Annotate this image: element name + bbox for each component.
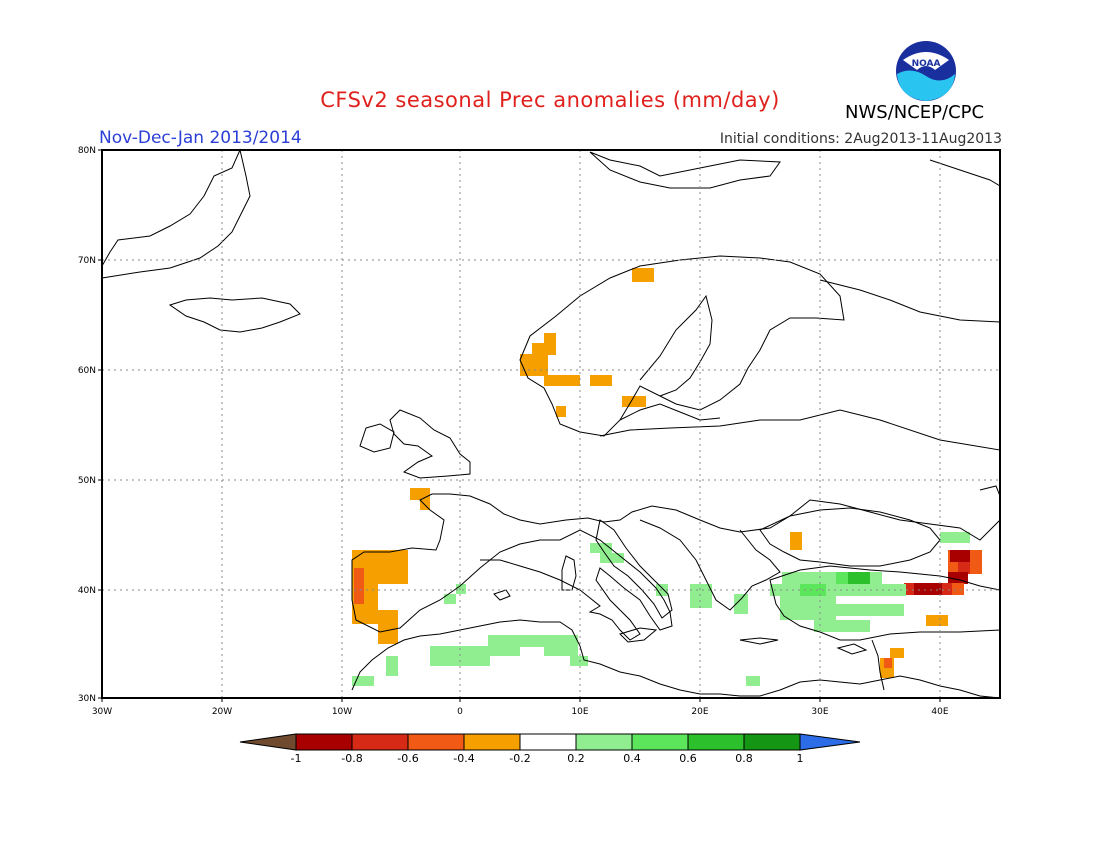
anomaly-cell	[800, 584, 826, 596]
anomaly-cell	[814, 620, 870, 632]
noaa-logo-text: NOAA	[912, 59, 941, 69]
anomaly-cell	[354, 568, 364, 604]
anomaly-cell	[848, 572, 870, 584]
legend-tick-label: -0.6	[397, 752, 418, 765]
initial-conditions: Initial conditions: 2Aug2013-11Aug2013	[719, 131, 1002, 147]
anomaly-cell	[600, 553, 624, 563]
color-legend	[239, 733, 861, 751]
anomaly-cell	[456, 584, 466, 594]
lon-label: 40E	[931, 707, 948, 717]
lat-label: 60N	[78, 366, 96, 376]
anomaly-cell	[790, 532, 802, 550]
agency-name: NWS/NCEP/CPC	[845, 102, 985, 123]
anomaly-cell	[622, 396, 646, 407]
lon-label: 20W	[212, 707, 232, 717]
anomaly-cell	[520, 354, 548, 376]
anomaly-cell	[488, 635, 578, 647]
anomaly-cell	[940, 532, 970, 543]
legend-swatch	[799, 733, 861, 751]
legend-swatch	[407, 733, 465, 751]
map-frame	[101, 149, 1001, 699]
anomaly-cell	[590, 375, 612, 386]
coastlines	[101, 148, 1001, 699]
anomaly-cells	[352, 268, 982, 686]
lon-label: 0	[457, 707, 463, 717]
legend-swatch	[295, 733, 353, 751]
legend-swatch	[519, 733, 577, 751]
anomaly-cell	[884, 658, 892, 668]
anomaly-cell	[952, 583, 964, 595]
anomaly-cell	[352, 676, 374, 686]
lat-label: 30N	[78, 694, 96, 704]
anomaly-cell	[836, 604, 904, 616]
anomaly-cell	[690, 584, 712, 608]
anomaly-cell	[544, 375, 580, 386]
lon-label: 20E	[691, 707, 708, 717]
anomaly-cell	[632, 268, 654, 282]
lon-label: 10E	[571, 707, 588, 717]
lat-label: 80N	[78, 146, 96, 156]
anomaly-cell	[950, 550, 970, 562]
legend-tick-label: -0.4	[453, 752, 474, 765]
lat-label: 50N	[78, 476, 96, 486]
legend-swatch	[351, 733, 409, 751]
anomaly-cell	[770, 584, 906, 596]
legend-swatch	[575, 733, 633, 751]
legend-swatch	[463, 733, 521, 751]
axis-ticks	[98, 149, 941, 702]
anomaly-cell	[556, 406, 566, 417]
anomaly-cell	[378, 610, 398, 644]
anomaly-cell	[958, 562, 970, 574]
lat-label: 70N	[78, 256, 96, 266]
graticule	[102, 150, 1000, 698]
lon-label: 30W	[92, 707, 112, 717]
anomaly-cell	[444, 594, 456, 604]
noaa-logo: NOAA	[896, 41, 956, 101]
map-title: CFSv2 seasonal Prec anomalies (mm/day)	[320, 88, 780, 112]
lon-label: 30E	[811, 707, 828, 717]
lon-label: 10W	[332, 707, 352, 717]
anomaly-cell	[570, 656, 588, 666]
legend-swatch	[687, 733, 745, 751]
legend-tick-label: 0.8	[735, 752, 753, 765]
legend-swatch	[743, 733, 801, 751]
legend-tick-label: -0.8	[341, 752, 362, 765]
legend-tick-label: 0.6	[679, 752, 697, 765]
anomaly-cell	[544, 333, 556, 344]
lat-label: 40N	[78, 586, 96, 596]
anomaly-cell	[914, 583, 942, 595]
anomaly-cell	[410, 488, 430, 500]
anomaly-cell	[430, 646, 520, 656]
anomaly-cell	[926, 615, 948, 626]
legend-tick-label: 0.4	[623, 752, 641, 765]
anomaly-cell	[532, 343, 556, 355]
anomaly-cell	[734, 594, 748, 614]
anomaly-cell	[780, 596, 836, 620]
legend-tick-label: 0.2	[567, 752, 585, 765]
legend-tick-label: 1	[797, 752, 804, 765]
forecast-period: Nov-Dec-Jan 2013/2014	[99, 128, 302, 148]
anomaly-cell	[386, 656, 398, 676]
legend-swatch	[631, 733, 689, 751]
anomaly-cell	[890, 648, 904, 658]
legend-tick-label: -1	[291, 752, 302, 765]
legend-tick-label: -0.2	[509, 752, 530, 765]
anomaly-cell	[836, 572, 848, 584]
anomaly-cell	[544, 646, 578, 656]
anomaly-cell	[746, 676, 760, 686]
legend-swatch	[239, 733, 297, 751]
